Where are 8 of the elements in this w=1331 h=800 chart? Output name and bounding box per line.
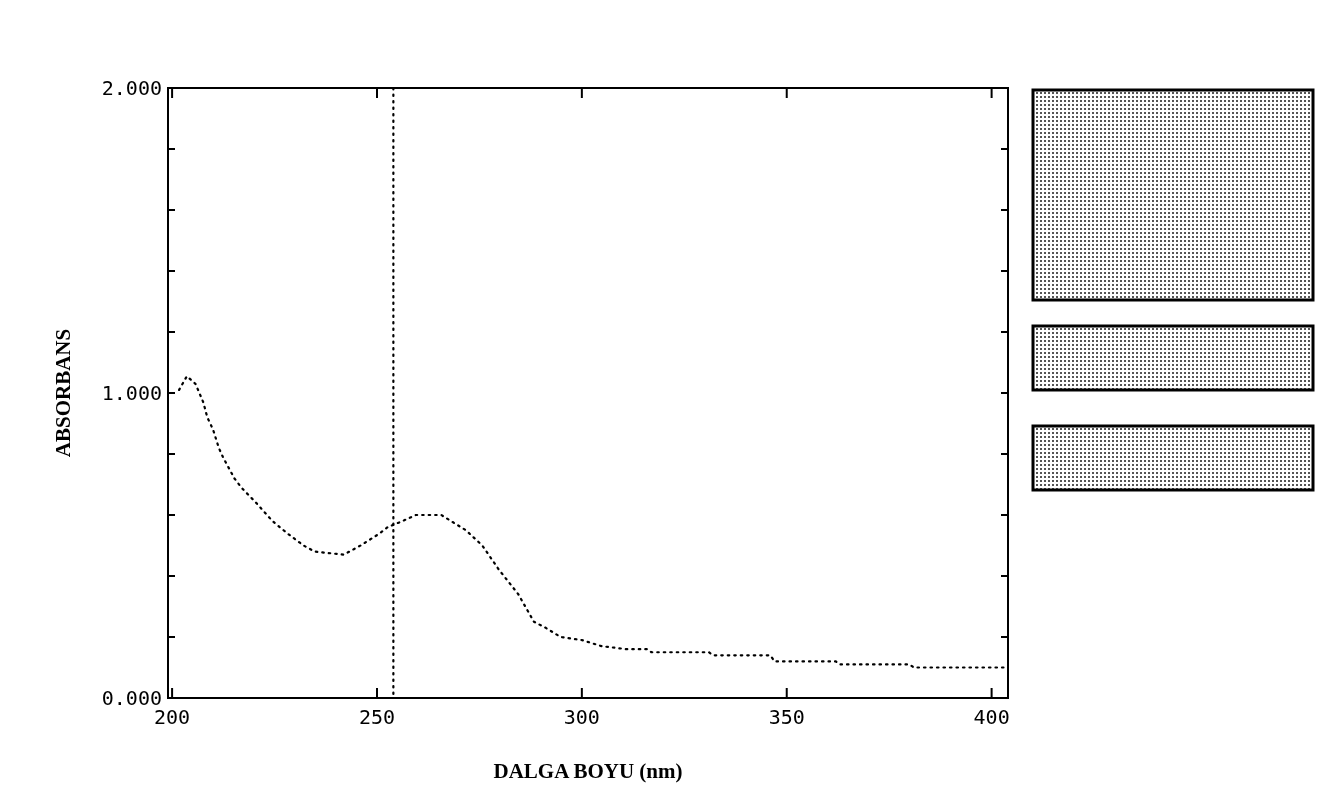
y-tick-label: 2.000	[101, 76, 162, 100]
x-tick-label: 300	[563, 705, 600, 729]
x-tick-label: 350	[768, 705, 805, 729]
y-tick-label: 1.000	[101, 381, 162, 405]
x-axis-title: DALGA BOYU (nm)	[493, 759, 683, 783]
y-axis-title: ABSORBANS	[51, 328, 75, 458]
x-tick-label: 250	[358, 705, 396, 729]
x-tick-label: 400	[973, 705, 1010, 729]
